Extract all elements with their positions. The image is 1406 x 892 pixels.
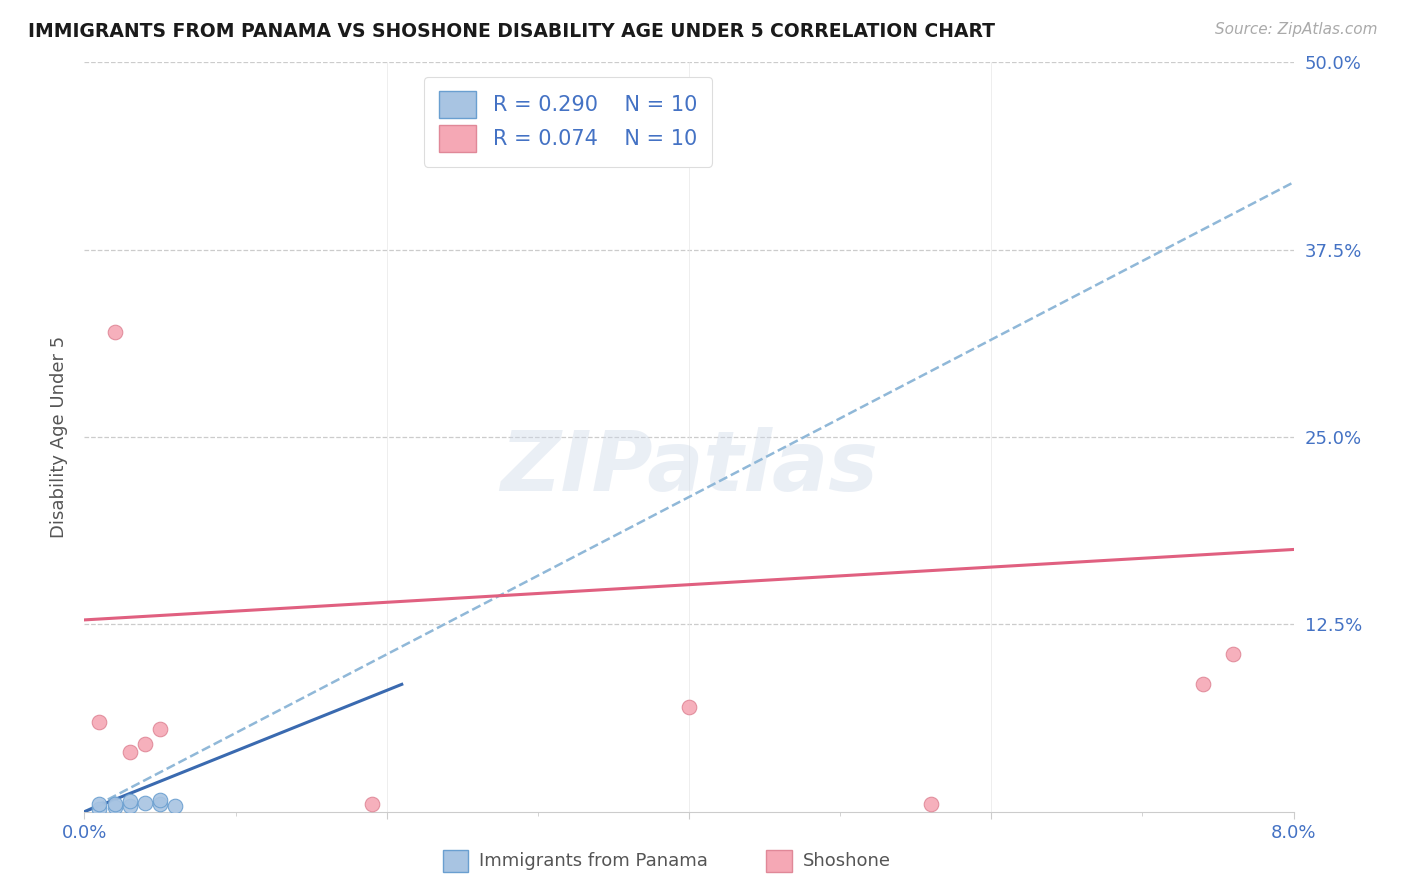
FancyBboxPatch shape bbox=[766, 850, 792, 872]
Point bbox=[149, 797, 172, 812]
Text: Shoshone: Shoshone bbox=[803, 852, 891, 871]
Text: ZIPatlas: ZIPatlas bbox=[501, 426, 877, 508]
Y-axis label: Disability Age Under 5: Disability Age Under 5 bbox=[49, 336, 67, 538]
Point bbox=[1222, 648, 1244, 662]
Point bbox=[89, 797, 111, 812]
Point bbox=[118, 798, 141, 813]
Point bbox=[104, 797, 127, 812]
Point bbox=[165, 798, 187, 813]
Point bbox=[118, 745, 141, 759]
Point bbox=[920, 797, 942, 812]
Point bbox=[134, 737, 156, 751]
Point bbox=[149, 723, 172, 737]
Text: Immigrants from Panama: Immigrants from Panama bbox=[479, 852, 709, 871]
Point bbox=[89, 714, 111, 729]
Point bbox=[134, 796, 156, 810]
Point bbox=[678, 699, 700, 714]
Point bbox=[360, 797, 382, 812]
Text: Source: ZipAtlas.com: Source: ZipAtlas.com bbox=[1215, 22, 1378, 37]
Point bbox=[104, 325, 127, 339]
Text: IMMIGRANTS FROM PANAMA VS SHOSHONE DISABILITY AGE UNDER 5 CORRELATION CHART: IMMIGRANTS FROM PANAMA VS SHOSHONE DISAB… bbox=[28, 22, 995, 41]
FancyBboxPatch shape bbox=[443, 850, 468, 872]
Point bbox=[89, 802, 111, 816]
Point bbox=[118, 794, 141, 808]
Point bbox=[1192, 677, 1215, 691]
Point bbox=[104, 800, 127, 814]
Point bbox=[149, 793, 172, 807]
Legend: R = 0.290    N = 10, R = 0.074    N = 10: R = 0.290 N = 10, R = 0.074 N = 10 bbox=[425, 77, 711, 167]
